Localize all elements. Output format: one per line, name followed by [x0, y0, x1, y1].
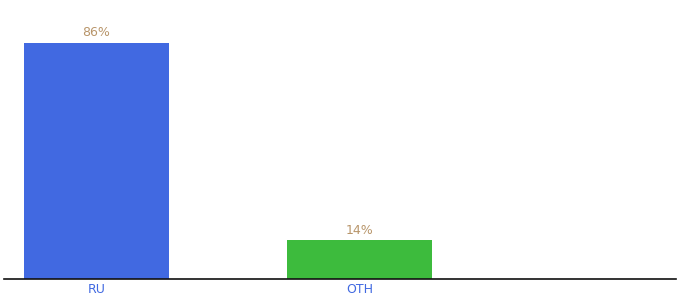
Text: 86%: 86% — [82, 26, 110, 39]
Text: 14%: 14% — [346, 224, 373, 237]
Bar — [288, 240, 432, 279]
Bar — [24, 43, 169, 279]
